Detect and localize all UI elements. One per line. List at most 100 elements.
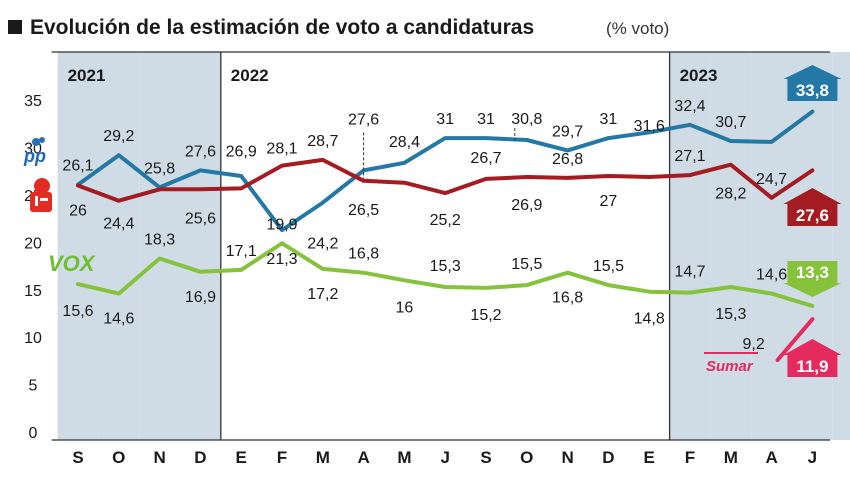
y-tick-label: 35 bbox=[24, 93, 42, 110]
y-tick-label: 10 bbox=[24, 330, 42, 347]
shaded-month-band bbox=[139, 52, 180, 440]
data-label-vox: 14,7 bbox=[674, 264, 705, 281]
sumar-logo: Sumar bbox=[704, 352, 758, 375]
data-label-sumar: 9,2 bbox=[742, 336, 764, 353]
end-badge-pp bbox=[787, 79, 838, 101]
data-label-pp: 29,2 bbox=[103, 128, 134, 145]
data-label-pp: 24,2 bbox=[307, 236, 338, 253]
data-label-psoe: 28,7 bbox=[307, 133, 338, 150]
data-label-psoe: 27 bbox=[600, 193, 618, 210]
data-label-psoe: 31,6 bbox=[634, 118, 665, 135]
shaded-month-band bbox=[710, 52, 752, 440]
psoe-logo bbox=[30, 178, 52, 212]
month-label: F bbox=[277, 448, 287, 467]
month-label: M bbox=[397, 448, 411, 467]
month-label: D bbox=[602, 448, 614, 467]
month-label: S bbox=[72, 448, 83, 467]
end-value-psoe: 27,6 bbox=[783, 188, 842, 226]
shaded-month-band bbox=[832, 52, 850, 440]
end-value-pp: 33,8 bbox=[783, 65, 842, 101]
data-label-pp: 28,4 bbox=[389, 134, 420, 151]
month-label: A bbox=[765, 448, 777, 467]
data-label-psoe: 27,1 bbox=[674, 148, 705, 165]
data-label-vox: 18,3 bbox=[144, 232, 175, 249]
series-line-sumar bbox=[775, 317, 815, 362]
month-label: N bbox=[561, 448, 573, 467]
end-badge-text-vox: 13,3 bbox=[796, 263, 829, 282]
month-label: M bbox=[316, 448, 330, 467]
month-label: D bbox=[194, 448, 206, 467]
data-label-pp: 31 bbox=[600, 111, 618, 128]
shaded-month-band bbox=[751, 52, 792, 440]
data-label-vox: 17,1 bbox=[226, 243, 257, 260]
end-arrow-psoe bbox=[783, 188, 842, 204]
data-label-psoe: 26,9 bbox=[226, 143, 257, 160]
series-line-psoe bbox=[76, 157, 815, 203]
end-badge-sumar bbox=[787, 355, 838, 377]
data-label-vox: 14,8 bbox=[634, 311, 665, 328]
end-badge-text-psoe: 27,6 bbox=[796, 206, 829, 225]
data-label-vox: 14,6 bbox=[103, 311, 134, 328]
y-tick-label: 0 bbox=[29, 425, 38, 442]
data-label-psoe: 28,1 bbox=[266, 141, 297, 158]
data-label-vox: 15,3 bbox=[430, 258, 461, 275]
data-label-pp: 30,7 bbox=[715, 114, 746, 131]
data-label-pp: 32,4 bbox=[674, 98, 705, 115]
data-label-vox: 15,3 bbox=[715, 306, 746, 323]
data-label-pp: 21,3 bbox=[266, 251, 297, 268]
series-line-pp bbox=[76, 109, 815, 233]
data-label-vox: 15,5 bbox=[511, 256, 542, 273]
svg-text:Sumar: Sumar bbox=[706, 358, 754, 375]
pp-logo: pp bbox=[23, 137, 46, 166]
end-arrow-pp bbox=[783, 65, 842, 79]
month-label: O bbox=[520, 448, 533, 467]
month-label: F bbox=[685, 448, 695, 467]
month-label: A bbox=[357, 448, 369, 467]
shaded-month-band bbox=[669, 52, 711, 440]
shaded-month-band bbox=[180, 52, 221, 440]
data-label-pp: 31 bbox=[477, 111, 495, 128]
data-label-psoe: 25,6 bbox=[185, 210, 216, 227]
end-badge-psoe bbox=[787, 204, 838, 226]
data-label-vox: 15,6 bbox=[62, 303, 93, 320]
data-label-pp: 26,1 bbox=[62, 158, 93, 175]
end-badge-text-sumar: 11,9 bbox=[796, 357, 828, 376]
shaded-month-band bbox=[57, 52, 99, 440]
data-label-pp: 27,6 bbox=[348, 111, 379, 128]
year-label-2023: 2023 bbox=[680, 66, 718, 85]
title-square-icon bbox=[8, 20, 22, 34]
data-label-vox: 16,8 bbox=[552, 290, 583, 307]
year-label-2022: 2022 bbox=[231, 66, 269, 85]
svg-text:pp: pp bbox=[23, 146, 46, 166]
y-tick-label: 20 bbox=[24, 235, 42, 252]
data-label-psoe: 26,9 bbox=[511, 197, 542, 214]
data-label-psoe: 24,4 bbox=[103, 216, 134, 233]
month-label: E bbox=[644, 448, 655, 467]
series-line-vox bbox=[76, 241, 815, 308]
data-label-psoe: 28,2 bbox=[715, 186, 746, 203]
data-label-vox: 17,2 bbox=[307, 286, 338, 303]
data-label-vox: 16,8 bbox=[348, 246, 379, 263]
data-label-vox: 19,9 bbox=[266, 216, 297, 233]
data-label-vox: 16,9 bbox=[185, 289, 216, 306]
month-label: S bbox=[480, 448, 491, 467]
year-label-2021: 2021 bbox=[68, 66, 106, 85]
month-label: J bbox=[440, 448, 449, 467]
chart-title: Evolución de la estimación de voto a can… bbox=[30, 16, 534, 39]
data-label-psoe: 26 bbox=[69, 203, 87, 220]
data-label-psoe: 26,5 bbox=[348, 202, 379, 219]
end-arrow-vox bbox=[783, 283, 842, 297]
data-label-vox: 14,6 bbox=[756, 267, 787, 284]
data-label-pp: 30,8 bbox=[511, 111, 542, 128]
month-label: O bbox=[112, 448, 125, 467]
y-tick-label: 15 bbox=[24, 283, 42, 300]
data-label-pp: 25,8 bbox=[144, 160, 175, 177]
data-label-vox: 15,2 bbox=[470, 307, 501, 324]
end-arrow-sumar bbox=[783, 339, 842, 355]
y-tick-label: 5 bbox=[29, 378, 38, 395]
data-label-pp: 27,6 bbox=[185, 143, 216, 160]
data-label-pp: 31 bbox=[436, 111, 454, 128]
data-label-psoe: 26,8 bbox=[552, 151, 583, 168]
svg-text:VOX: VOX bbox=[48, 251, 96, 276]
